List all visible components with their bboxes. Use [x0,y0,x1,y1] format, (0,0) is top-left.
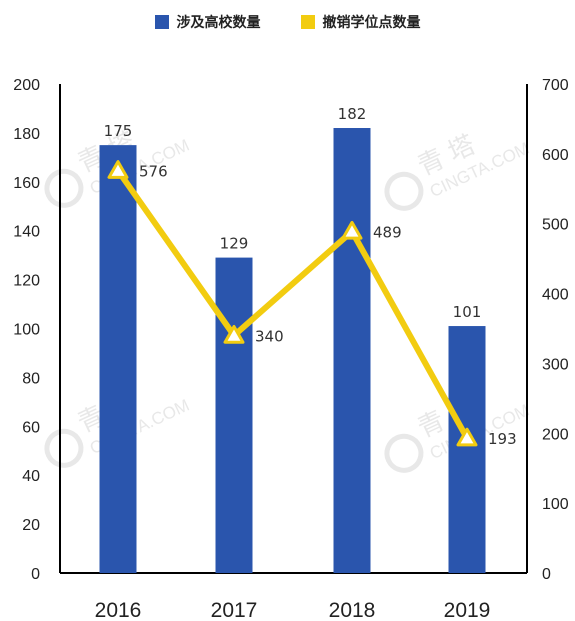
y-right-tick-label: 100 [542,496,569,513]
legend-label-line: 撤销学位点数量 [322,15,421,31]
legend-swatch-bar [154,15,169,29]
y-left-tick-label: 20 [22,517,40,534]
bar-label-2017: 129 [220,235,249,253]
line-label-2018: 489 [373,223,402,241]
bar-2019 [448,326,486,573]
watermark-logo-icon [384,171,424,211]
y-right-tick-label: 0 [542,566,551,583]
y-left-tick-label: 0 [31,566,40,583]
line-marker-2018 [341,220,363,240]
y-left-tick-label: 180 [13,126,40,143]
y-right-tick-label: 200 [542,426,569,443]
x-tick-label-2017: 2017 [211,599,258,621]
y-left-tick-label: 120 [13,273,40,290]
y-right-tick-label: 600 [542,147,569,164]
line-label-2016: 576 [139,163,168,181]
bar-label-2018: 182 [338,105,367,123]
legend-label-bar: 涉及高校数量 [176,15,261,31]
watermark-logo-icon [384,433,424,473]
line-label-2017: 340 [255,327,284,345]
watermark-logo-icon [44,428,84,468]
y-left-tick-label: 80 [22,370,40,387]
y-right-tick-label: 500 [542,217,569,234]
y-right-tick-label: 700 [542,77,569,94]
line-marker-2016 [107,160,129,179]
y-left-tick-label: 140 [13,224,40,241]
legend: 涉及高校数量 撤销学位点数量 [0,8,575,36]
y-left-tick-label: 60 [22,419,40,436]
y-left-tick-label: 40 [22,468,40,485]
bar-label-2016: 175 [104,122,133,140]
line-marker-2019 [456,427,478,447]
y-left-tick-label: 100 [13,322,40,339]
y-right-tick-label: 300 [542,356,569,373]
bar-label-2019: 101 [453,303,482,321]
x-tick-label-2016: 2016 [95,599,142,621]
bar-2016 [99,145,137,573]
line-marker-2017 [223,324,245,344]
line-label-2019: 193 [488,430,517,448]
bar-2017 [215,257,253,573]
legend-item-bar: 涉及高校数量 [154,12,261,32]
y-left-tick-label: 160 [13,175,40,192]
y-right-tick-label: 400 [542,287,569,304]
legend-item-line: 撤销学位点数量 [300,12,421,32]
bar-2018 [333,128,371,573]
line-series [115,168,470,440]
watermark-logo-icon [44,168,84,208]
x-tick-label-2018: 2018 [329,599,376,621]
legend-swatch-line [300,15,315,29]
y-left-tick-label: 200 [13,77,40,94]
x-tick-label-2019: 2019 [444,599,491,621]
